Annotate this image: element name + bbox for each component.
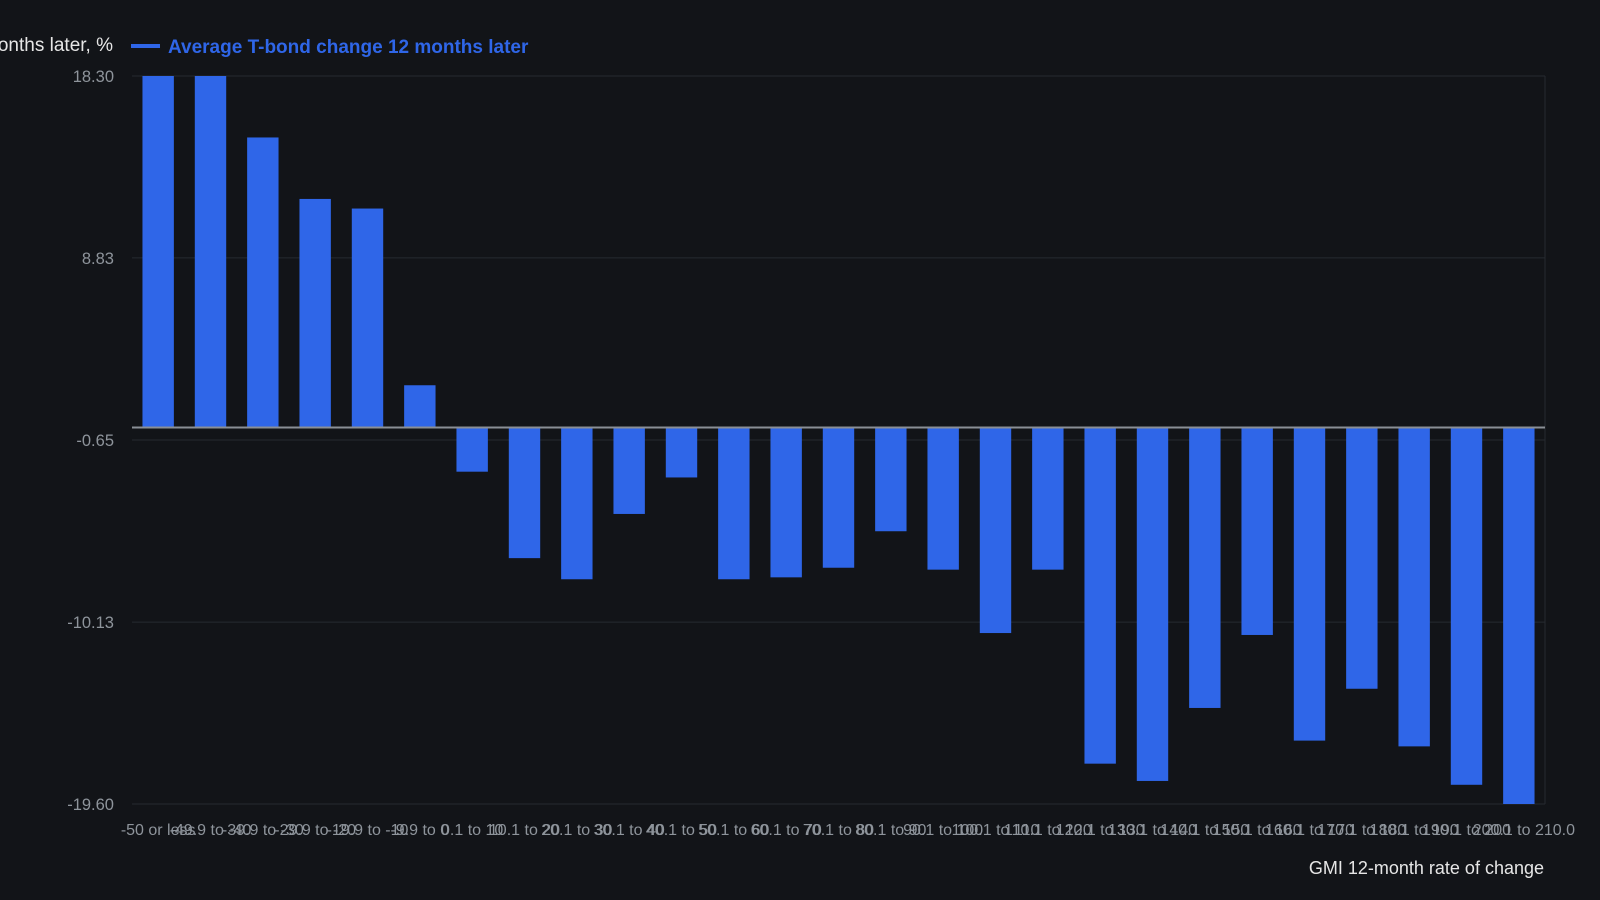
x-tick-label: -9.9 to 0 xyxy=(390,822,449,839)
bar xyxy=(194,76,227,428)
x-tick-label: 190.1 to 200 xyxy=(1422,822,1511,839)
x-tick-label: 100.1 to 110 xyxy=(952,822,1040,839)
x-tick-label: 130.1 to 140 xyxy=(1108,822,1197,839)
x-tick-label: 0.1 to 10 xyxy=(441,822,503,839)
bar xyxy=(770,427,802,578)
y-axis-ticks: 18.30 8.83 -0.65 -10.13 -19.60 xyxy=(67,68,114,814)
x-tick-label: 80.1 to 90 xyxy=(855,822,926,839)
x-tick-label: 160.1 to 170 xyxy=(1265,822,1354,839)
bar xyxy=(1450,427,1483,785)
y-axis-label: Average T-bond change 12 months later, % xyxy=(0,35,113,56)
x-tick-label: 70.1 to 80 xyxy=(803,822,874,839)
x-tick-label: 30.1 to 40 xyxy=(594,822,665,839)
legend-label: Average T-bond change 12 months later xyxy=(168,37,529,58)
x-tick-label: 120.1 to 130 xyxy=(1056,822,1145,839)
bar xyxy=(927,427,959,570)
x-tick-label: 140.1 to 150 xyxy=(1160,822,1249,839)
x-tick-label: 10.1 to 20 xyxy=(489,822,560,839)
x-axis-ticks: -50 or less-49.9 to -40-39.9 to -30-29.9… xyxy=(121,822,1575,839)
bar xyxy=(404,385,436,428)
x-tick-label: -50 or less xyxy=(121,822,196,839)
bar xyxy=(1241,427,1273,635)
x-tick-label: 200.1 to 210.0 xyxy=(1473,822,1575,839)
y-tick-label: -10.13 xyxy=(67,614,114,632)
bar xyxy=(1346,427,1378,689)
bar xyxy=(1503,427,1535,804)
x-tick-label: 110.1 to 120 xyxy=(1004,822,1092,839)
bar xyxy=(665,427,698,478)
bar xyxy=(875,427,907,532)
bar xyxy=(1189,427,1221,708)
bar xyxy=(561,427,593,580)
bar xyxy=(508,427,541,559)
x-tick-label: 90.1 to 100 xyxy=(903,822,983,839)
x-tick-label: 150.1 to 160 xyxy=(1213,822,1302,839)
y-tick-label: 18.30 xyxy=(73,68,114,86)
y-tick-label: -19.60 xyxy=(67,796,114,814)
x-tick-label: -49.9 to -40 xyxy=(170,822,252,839)
bar xyxy=(1032,427,1064,570)
x-tick-label: 20.1 to 30 xyxy=(541,822,612,839)
x-tick-label: -39.9 to -30 xyxy=(222,822,304,839)
x-tick-label: -29.9 to -20 xyxy=(274,822,356,839)
x-tick-label: 180.1 to 190 xyxy=(1370,822,1459,839)
bar xyxy=(351,208,384,428)
x-tick-label: 40.1 to 50 xyxy=(646,822,717,839)
bar xyxy=(1293,427,1326,741)
x-tick-label: 60.1 to 70 xyxy=(751,822,822,839)
x-tick-label: -19.9 to -10 xyxy=(327,822,409,839)
bar xyxy=(1136,427,1169,781)
bar xyxy=(247,137,279,428)
bar xyxy=(299,198,331,428)
bar xyxy=(142,76,174,428)
y-tick-label: 8.83 xyxy=(82,250,114,268)
bar xyxy=(456,427,488,472)
bar xyxy=(1084,427,1116,764)
bar xyxy=(1398,427,1430,747)
x-tick-label: 50.1 to 60 xyxy=(698,822,769,839)
bars xyxy=(142,76,1535,804)
bar xyxy=(979,427,1012,634)
x-axis-label: GMI 12-month rate of change xyxy=(1309,858,1544,878)
y-tick-label: -0.65 xyxy=(76,432,114,450)
bar xyxy=(718,427,750,580)
bar xyxy=(822,427,855,568)
x-tick-label: 170.1 to 180 xyxy=(1317,822,1406,839)
bar xyxy=(613,427,645,514)
